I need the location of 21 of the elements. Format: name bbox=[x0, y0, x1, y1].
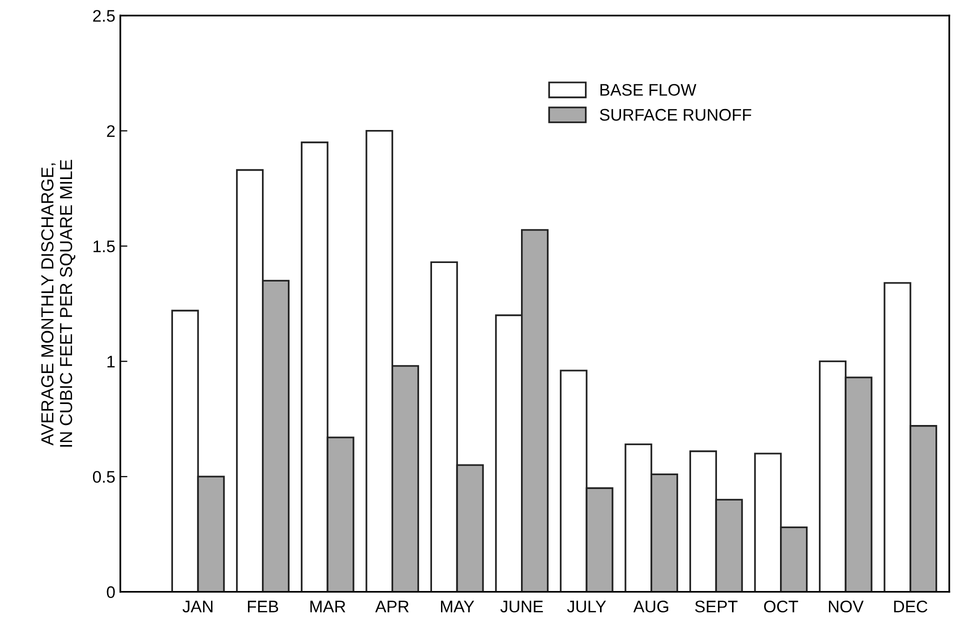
x-tick-label: JUNE bbox=[500, 600, 543, 612]
y-tick-label: 2.5 bbox=[93, 10, 115, 22]
x-tick-label: NOV bbox=[828, 600, 864, 612]
x-tick-label: OCT bbox=[764, 600, 798, 612]
x-tick-label: DEC bbox=[894, 600, 928, 612]
x-tick-label: APR bbox=[375, 600, 409, 612]
x-tick-label: FEB bbox=[248, 600, 278, 612]
y-tick-label: 0.5 bbox=[92, 470, 115, 483]
y-tick-label: 2 bbox=[107, 125, 115, 137]
x-tick-label: JULY bbox=[567, 600, 606, 612]
y-tick-label: 0 bbox=[106, 586, 115, 598]
x-tick-label: SEPT bbox=[695, 600, 738, 612]
legend-label: BASE FLOW bbox=[600, 84, 696, 96]
x-tick-label: MAR bbox=[310, 600, 346, 612]
x-tick-label: JAN bbox=[182, 600, 212, 612]
y-tick-label: 1.5 bbox=[94, 240, 115, 252]
y-axis-title: AVERAGE MONTHLY DISCHARGE, IN CUBIC FEET PER SQUARE MILE bbox=[41, 160, 76, 447]
x-tick-label: AUG bbox=[633, 600, 668, 612]
legend-label: SURFACE RUNOFF bbox=[600, 108, 752, 121]
x-tick-label: MAY bbox=[441, 600, 474, 612]
y-tick-label: 1 bbox=[107, 356, 115, 368]
